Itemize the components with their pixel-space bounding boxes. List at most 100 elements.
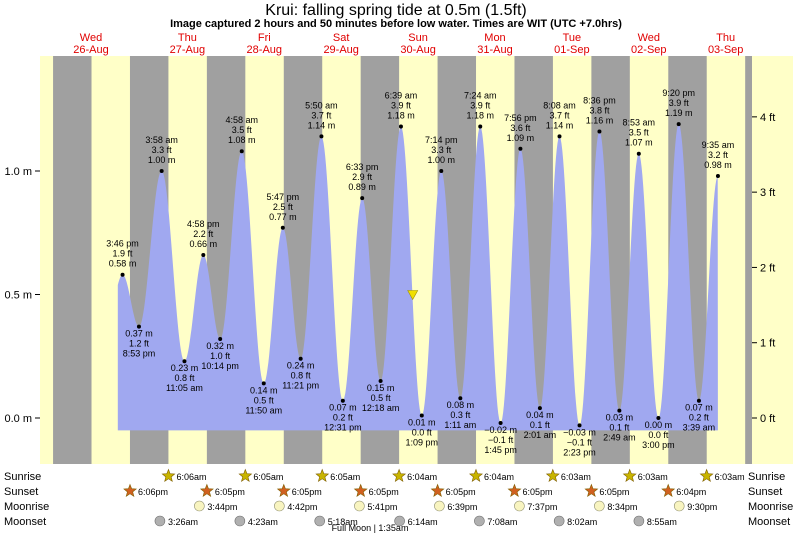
tide-label: 5:50 am bbox=[305, 100, 338, 110]
moonset-icon bbox=[234, 515, 246, 527]
tide-label: 0.0 ft bbox=[648, 430, 669, 440]
tide-label: 2:49 am bbox=[603, 433, 636, 443]
tide-label: 3.9 ft bbox=[669, 98, 690, 108]
sunset-icon bbox=[661, 483, 676, 497]
tide-label: 8:53 am bbox=[623, 118, 656, 128]
sunrise-time: 6:06am bbox=[176, 472, 206, 482]
tide-point bbox=[419, 413, 424, 418]
day-date: 29-Aug bbox=[323, 44, 358, 56]
tide-label: 2:01 am bbox=[524, 430, 557, 440]
tide-label: 0.32 m bbox=[206, 341, 234, 351]
day-date: 03-Sep bbox=[708, 44, 743, 56]
tide-label: 0.1 ft bbox=[609, 423, 630, 433]
astro-row-label-right: Sunset bbox=[748, 486, 782, 498]
tide-label: 2.5 ft bbox=[273, 202, 294, 212]
tide-label: 1.14 m bbox=[546, 120, 574, 130]
tide-label: 3.3 ft bbox=[431, 145, 452, 155]
tide-point bbox=[239, 149, 244, 154]
sunset-time: 6:05pm bbox=[292, 487, 322, 497]
moonrise-time: 5:41pm bbox=[367, 502, 397, 512]
tide-label: 2:23 pm bbox=[563, 447, 596, 457]
tide-label: 0.89 m bbox=[348, 182, 376, 192]
tide-label: 0.1 ft bbox=[530, 420, 551, 430]
tide-label: −0.02 m bbox=[484, 425, 517, 435]
tide-point bbox=[298, 356, 303, 361]
tide-label: 0.66 m bbox=[190, 239, 218, 249]
tide-label: 3.9 ft bbox=[391, 101, 412, 111]
tide-point bbox=[498, 420, 503, 425]
tide-label: 0.37 m bbox=[125, 329, 153, 339]
tide-label: 3.2 ft bbox=[708, 150, 729, 160]
tide-label: 0.24 m bbox=[287, 361, 315, 371]
sunset-time: 6:05pm bbox=[599, 487, 629, 497]
moonset-time: 8:55am bbox=[647, 517, 677, 527]
sunrise-icon bbox=[161, 468, 176, 482]
moonset-icon bbox=[553, 515, 565, 527]
tide-label: 12:18 am bbox=[362, 403, 400, 413]
moonset-icon bbox=[154, 515, 166, 527]
tide-label: 9:20 pm bbox=[662, 88, 695, 98]
tide-point bbox=[676, 122, 681, 127]
tide-area bbox=[117, 124, 718, 431]
tide-label: 0.15 m bbox=[367, 383, 395, 393]
sunset-time: 6:05pm bbox=[369, 487, 399, 497]
moonrise-icon bbox=[194, 500, 205, 512]
sunset-icon bbox=[199, 483, 214, 497]
tide-label: 1.18 m bbox=[466, 111, 494, 121]
tide-label: 0.5 ft bbox=[254, 395, 275, 405]
day-weekday: Sun bbox=[408, 32, 428, 44]
sunrise-time: 6:04am bbox=[407, 472, 437, 482]
moonset-icon bbox=[394, 515, 405, 527]
tide-label: 8:36 pm bbox=[583, 95, 616, 105]
moonrise-icon bbox=[673, 500, 685, 512]
tide-label: 12:31 pm bbox=[324, 423, 362, 433]
tide-label: 1.00 m bbox=[148, 155, 176, 165]
tide-label: 8:53 pm bbox=[123, 349, 156, 359]
tide-label: 0.5 ft bbox=[371, 393, 392, 403]
sunset-time: 6:05pm bbox=[522, 487, 552, 497]
tide-point bbox=[636, 151, 641, 156]
sunrise-icon bbox=[622, 468, 637, 482]
night-band bbox=[53, 56, 92, 464]
tide-label: 1.00 m bbox=[428, 155, 456, 165]
moonrise-time: 6:39pm bbox=[447, 502, 477, 512]
tide-label: 3.8 ft bbox=[589, 105, 610, 115]
tide-label: 3.5 ft bbox=[629, 128, 650, 138]
tide-label: −0.03 m bbox=[563, 427, 596, 437]
tide-label: 1.18 m bbox=[387, 111, 415, 121]
tide-label: 1.14 m bbox=[308, 120, 336, 130]
right-tick-label: 2 ft bbox=[760, 262, 775, 274]
tide-point bbox=[261, 381, 266, 386]
tide-label: 0.07 m bbox=[329, 403, 357, 413]
moonrise-time: 3:44pm bbox=[207, 502, 237, 512]
tide-point bbox=[398, 124, 403, 129]
tide-label: 9:35 am bbox=[702, 140, 735, 150]
day-date: 31-Aug bbox=[477, 44, 512, 56]
tide-label: 1.07 m bbox=[625, 138, 653, 148]
chart-subtitle: Image captured 2 hours and 50 minutes be… bbox=[170, 18, 622, 30]
sunset-icon bbox=[353, 483, 368, 497]
tide-label: 1:11 am bbox=[444, 420, 476, 430]
tide-label: 1.2 ft bbox=[129, 339, 150, 349]
sunrise-icon bbox=[238, 468, 253, 482]
day-weekday: Thu bbox=[716, 32, 735, 44]
tide-label: 0.01 m bbox=[408, 418, 436, 428]
day-date: 02-Sep bbox=[631, 44, 666, 56]
astro-rows: Sunrise Sunrise Sunset Sunset Moonrise Moonri… bbox=[4, 468, 793, 528]
day-weekday: Wed bbox=[638, 32, 660, 44]
left-tick-label: 0.0 m bbox=[4, 413, 32, 425]
left-tick-label: 1.0 m bbox=[4, 166, 32, 178]
tide-point bbox=[715, 173, 720, 178]
tide-point bbox=[656, 416, 661, 420]
tide-point bbox=[577, 423, 582, 428]
sunset-time: 6:04pm bbox=[676, 487, 706, 497]
tide-point bbox=[439, 169, 444, 173]
tide-label: 10:14 pm bbox=[201, 361, 239, 371]
astro-row-label-right: Moonrise bbox=[748, 501, 793, 513]
tide-point bbox=[378, 378, 383, 383]
tide-label: −0.1 ft bbox=[488, 435, 514, 445]
tide-point bbox=[696, 398, 701, 403]
moonset-time: 8:02am bbox=[567, 517, 597, 527]
tide-label: 11:50 am bbox=[245, 405, 282, 415]
